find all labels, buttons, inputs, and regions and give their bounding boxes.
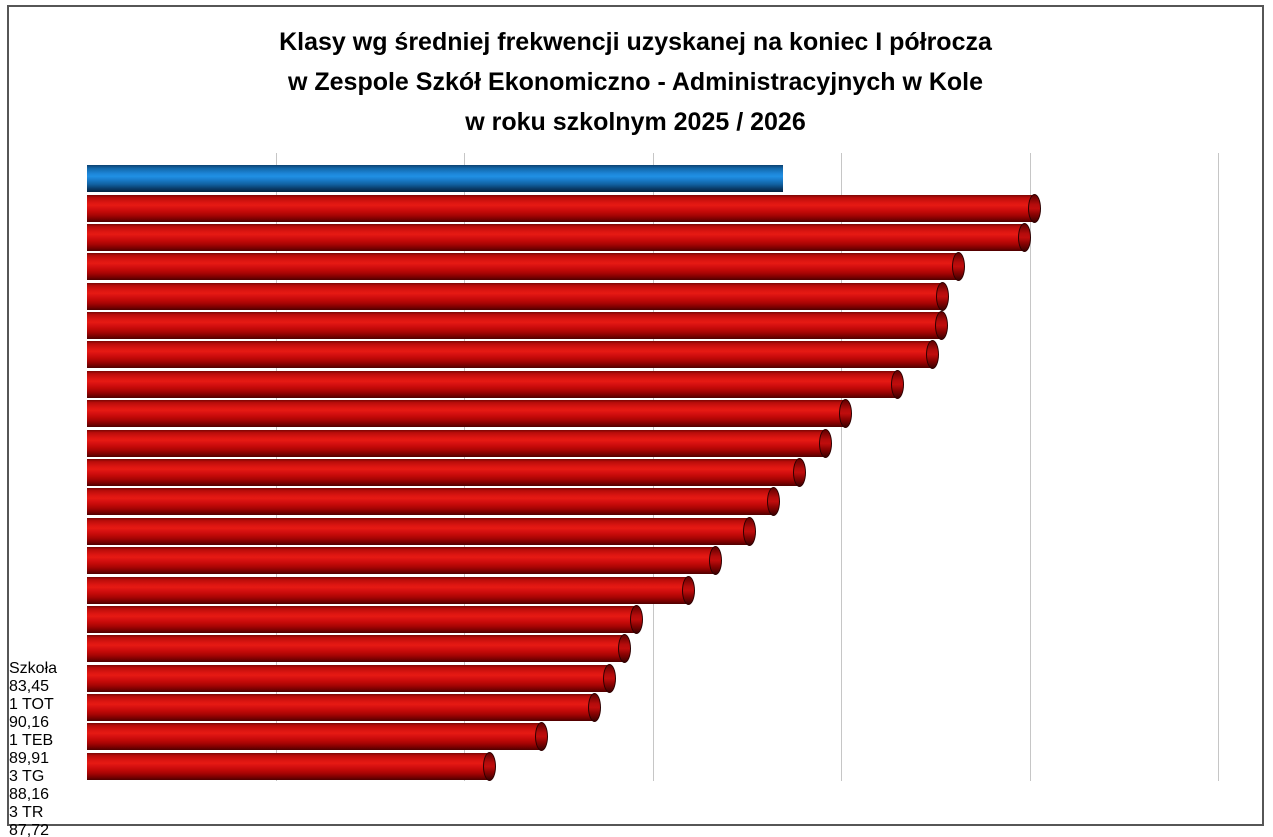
bar-1-tea [87, 340, 940, 370]
chart-frame: Klasy wg średniej frekwencji uzyskanej n… [7, 5, 1264, 837]
plot-area: Szkoła 83,45 1 TOT 90,16 1 TEB 89,91 3 TG 88,16… [9, 7, 1262, 837]
bar-4-teb [87, 546, 722, 576]
bar-4-tr [87, 516, 756, 546]
chart-title-line-2: w Zespole Szkół Ekonomiczno - Administra… [287, 68, 984, 96]
gridline-95 [1218, 153, 1219, 781]
bar-2-te [87, 428, 832, 458]
category-label: 1 TOT [9, 696, 54, 713]
value-label: 89,91 [9, 750, 50, 767]
category-label: 1 TEB [9, 732, 54, 749]
gridline-85 [841, 153, 842, 781]
bar-1-tgr [87, 311, 948, 341]
chart-title-line-1: Klasy wg średniej frekwencji uzyskanej n… [279, 28, 992, 56]
bar-2-tot [87, 369, 905, 399]
bar-1-teb [87, 222, 1032, 252]
value-label: 88,16 [9, 786, 50, 803]
bar-5-tgr [87, 751, 497, 781]
bar-2-tgr [87, 458, 806, 487]
category-label: Szkoła [9, 660, 58, 677]
chart-title: Klasy wg średniej frekwencji uzyskanej n… [9, 22, 1262, 142]
chart-title-line-3: w roku szkolnym 2025 / 2026 [465, 108, 806, 136]
category-label: 3 TR [9, 804, 44, 821]
bar-4-tg [87, 693, 601, 723]
bar-3-tg [87, 252, 966, 282]
bar-3-tr [87, 281, 949, 311]
bar-4-lo [87, 575, 695, 605]
bar-szkoła [87, 165, 783, 193]
value-label: 90,16 [9, 714, 50, 731]
bar-4-tea [87, 487, 781, 517]
value-label: 87,72 [9, 822, 50, 837]
bar-5-te [87, 663, 616, 693]
bar-4-tot [87, 722, 549, 752]
category-label: 3 TG [9, 768, 45, 785]
bar-1-tot [87, 193, 1041, 223]
bar-3-tot [87, 604, 644, 634]
gridline-90 [1029, 153, 1031, 781]
value-label: 83,45 [9, 678, 50, 695]
bar-5-tot [87, 634, 631, 664]
bar-3-te [87, 399, 853, 429]
